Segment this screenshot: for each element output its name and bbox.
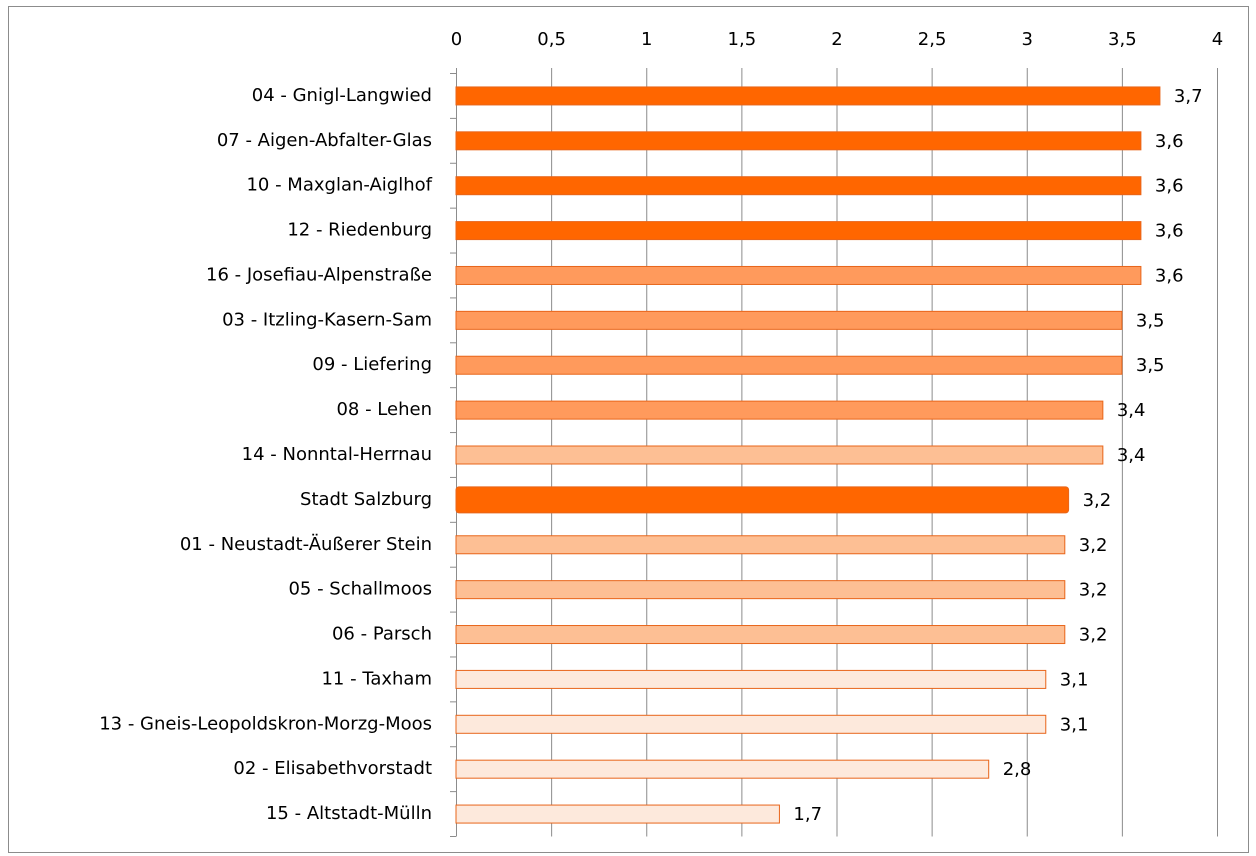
y-tick-label: 01 - Neustadt-Äußerer Stein [180, 534, 432, 555]
y-tick-label: 14 - Nonntal-Herrnau [242, 444, 432, 465]
bar [455, 759, 990, 779]
bar [455, 714, 1047, 734]
bar [455, 355, 1123, 375]
value-label: 3,5 [1136, 310, 1165, 331]
value-label: 3,6 [1155, 176, 1184, 197]
x-tick-label: 1 [641, 29, 652, 50]
y-tick-label: 05 - Schallmoos [288, 579, 432, 600]
y-tick-label: 04 - Gnigl-Langwied [252, 85, 432, 106]
x-tick-label: 3 [1022, 29, 1033, 50]
y-tick-label: 07 - Aigen-Abfalter-Glas [217, 130, 432, 151]
y-tick-label: 13 - Gneis-Leopoldskron-Morzg-Moos [99, 713, 432, 734]
bar [455, 669, 1047, 689]
y-tick-label: 15 - Altstadt-Mülln [266, 803, 432, 824]
value-label: 1,7 [793, 804, 822, 825]
value-label: 3,2 [1079, 625, 1108, 646]
y-tick-label: 10 - Maxglan-Aiglhof [246, 175, 432, 196]
bar [455, 486, 1070, 514]
value-label: 3,2 [1083, 490, 1112, 511]
bar [455, 580, 1066, 600]
y-tick-label: 06 - Parsch [332, 624, 432, 645]
x-tick-label: 3,5 [1108, 29, 1137, 50]
bar [455, 221, 1142, 241]
bar [455, 86, 1161, 106]
x-tick-label: 0,5 [537, 29, 566, 50]
value-label: 3,2 [1079, 580, 1108, 601]
value-label: 3,4 [1117, 445, 1146, 466]
value-label: 3,1 [1060, 714, 1089, 735]
y-tick-label: 11 - Taxham [321, 668, 432, 689]
bar [455, 535, 1066, 555]
x-tick-label: 1,5 [728, 29, 757, 50]
value-label: 3,2 [1079, 535, 1108, 556]
x-tick-label: 2 [831, 29, 842, 50]
value-label: 3,6 [1155, 131, 1184, 152]
y-tick-label: 02 - Elisabethvorstadt [233, 758, 432, 779]
value-label: 3,6 [1155, 265, 1184, 286]
bar [455, 804, 780, 824]
bar [455, 176, 1142, 196]
bar [455, 310, 1123, 330]
bar [455, 445, 1104, 465]
y-tick-label: Stadt Salzburg [300, 489, 432, 510]
bar [455, 131, 1142, 151]
value-label: 3,6 [1155, 221, 1184, 242]
x-tick-label: 0 [451, 29, 462, 50]
value-label: 3,4 [1117, 400, 1146, 421]
bar [455, 625, 1066, 645]
y-tick-label: 03 - Itzling-Kasern-Sam [222, 309, 432, 330]
value-label: 3,5 [1136, 355, 1165, 376]
value-label: 3,7 [1174, 86, 1203, 107]
value-label: 2,8 [1003, 759, 1032, 780]
value-label: 3,1 [1060, 669, 1089, 690]
x-tick-label: 2,5 [918, 29, 947, 50]
y-tick-label: 08 - Lehen [336, 399, 432, 420]
x-tick-label: 4 [1212, 29, 1223, 50]
y-tick-label: 16 - Josefiau-Alpenstraße [206, 264, 432, 285]
y-tick-label: 09 - Liefering [312, 354, 432, 375]
bar [455, 265, 1142, 285]
bar [455, 400, 1104, 420]
y-tick-label: 12 - Riedenburg [287, 220, 432, 241]
